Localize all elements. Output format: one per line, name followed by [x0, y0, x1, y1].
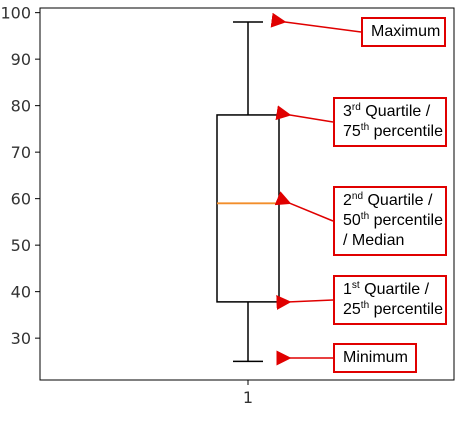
annotation-text: / Median: [343, 232, 405, 249]
annotation-text: 3: [343, 103, 352, 120]
annotation-arrow-q1: [276, 294, 334, 310]
annotation-text: percentile: [369, 212, 443, 229]
ordinal-suffix: st: [351, 280, 360, 291]
y-tick-label: 90: [11, 50, 31, 69]
annotation-text: Quartile /: [363, 192, 433, 209]
annotation-line: Maximum: [371, 22, 440, 42]
annotation-line: / Median: [343, 231, 437, 251]
annotation-line: 25th percentile: [343, 300, 443, 320]
ordinal-suffix: nd: [351, 191, 364, 202]
annotation-line: 50th percentile: [343, 211, 443, 231]
annotation-line: 75th percentile: [343, 122, 443, 142]
interquartile-box: [216, 114, 280, 303]
y-tick-label: 60: [11, 190, 31, 209]
annotation-max: Maximum: [361, 17, 446, 47]
y-tick-label: 80: [11, 97, 31, 116]
annotation-min: Minimum: [333, 343, 417, 373]
annotation-text: Minimum: [343, 349, 408, 366]
annotation-arrow-max: [270, 12, 362, 33]
y-tick-label: 100: [0, 4, 31, 23]
annotation-q1: 1st Quartile /25th percentile: [333, 275, 447, 325]
annotation-text: 25: [343, 301, 361, 318]
plot-frame: [39, 7, 455, 381]
x-tick-label: 1: [243, 388, 253, 407]
annotation-line: 2nd Quartile /: [343, 191, 437, 211]
annotation-arrow-q3: [275, 105, 334, 123]
y-tick-label: 70: [11, 143, 31, 162]
annotation-text: percentile: [369, 301, 443, 318]
annotation-text: Quartile /: [360, 103, 431, 120]
annotation-text: 50: [343, 212, 361, 229]
ordinal-suffix: th: [360, 211, 370, 222]
annotation-text: percentile: [369, 123, 443, 140]
annotation-arrow-median: [274, 191, 334, 222]
annotation-median: 2nd Quartile /50th percentile / Median: [333, 186, 447, 256]
y-tick-label: 50: [11, 236, 31, 255]
annotation-text: Maximum: [371, 23, 441, 40]
annotation-q3: 3rd Quartile /75th percentile: [333, 97, 447, 147]
annotation-text: 2: [343, 192, 352, 209]
annotation-text: 1: [343, 281, 352, 298]
ordinal-suffix: th: [360, 300, 370, 311]
annotation-text: Quartile /: [359, 281, 430, 298]
annotation-text: 75: [343, 123, 361, 140]
ordinal-suffix: rd: [351, 102, 361, 113]
annotation-line: 3rd Quartile /: [343, 102, 437, 122]
annotation-line: 1st Quartile /: [343, 280, 437, 300]
annotation-line: Minimum: [343, 348, 408, 368]
y-tick-label: 30: [11, 329, 31, 348]
ordinal-suffix: th: [360, 122, 370, 133]
y-tick-label: 40: [11, 283, 31, 302]
